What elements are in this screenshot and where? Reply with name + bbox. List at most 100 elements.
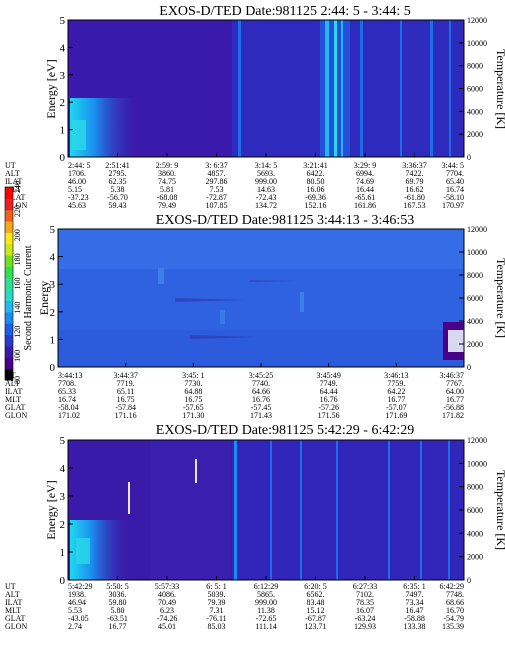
table-cell: 73.34: [406, 598, 424, 607]
table-cell: 3:44:13: [58, 371, 82, 380]
table-cell: 5039.: [208, 590, 226, 599]
table-cell: 107.85: [206, 201, 228, 210]
ytick-label: 1: [60, 547, 66, 559]
table-cell: 79.49: [158, 201, 176, 210]
table-cell: 6:35: 1: [403, 582, 425, 591]
ytick-label: 4: [60, 463, 66, 475]
ytick-right-label: 8000: [467, 271, 483, 280]
panel-2-ylabel-right: Temperature [K]: [494, 258, 505, 338]
table-cell: 79.39: [208, 598, 226, 607]
ytick-label: 1: [60, 125, 66, 137]
table-row-label: ALT: [5, 169, 20, 178]
ytick-right-label: 12000: [467, 436, 487, 445]
table-cell: 83.48: [307, 598, 325, 607]
ytick-label: 5: [60, 435, 66, 447]
color-bar-tick: 160: [13, 278, 22, 290]
table-cell: 3:14: 5: [255, 161, 277, 170]
panel-2-yticks: 0 1 2 3 4 5: [50, 224, 63, 374]
table-cell: 46.00: [68, 177, 86, 186]
table-cell: 74.75: [158, 177, 176, 186]
table-cell: -63.24: [355, 614, 376, 623]
panel-1-yticks-right: 0 2000 4000 6000 8000 10000 12000: [459, 16, 487, 162]
panel-3-plot: [67, 439, 465, 581]
table-cell: 5:57:33: [155, 582, 179, 591]
table-row-label: GLAT: [5, 193, 26, 202]
table-row-label: ILAT: [5, 598, 22, 607]
table-cell: 161.86: [354, 201, 376, 210]
ytick-right-label: 2000: [467, 130, 483, 139]
table-cell: 68.66: [446, 598, 464, 607]
table-cell: 5:50: 5: [106, 582, 128, 591]
panel-2-info-table: UT 3:44:13 3:44:37 3:45: 1 3:45:25 3:45:49 3:4…: [5, 363, 465, 420]
ytick-label: 3: [50, 279, 56, 291]
table-cell: 6562.: [307, 590, 325, 599]
table-cell: 16.75: [117, 395, 135, 404]
table-cell: 1938.: [68, 590, 86, 599]
table-cell: -72.43: [256, 193, 277, 202]
panel-2-plot: [57, 228, 465, 368]
table-cell: 16.47: [406, 606, 424, 615]
color-bar-cell: [5, 198, 13, 211]
table-cell: -43.05: [68, 614, 89, 623]
table-cell: 16.77: [446, 395, 464, 404]
panel-1-title: EXOS-D/TED Date:981125 2:44: 5 - 3:44: 5: [159, 4, 410, 19]
color-bar-cell: [5, 266, 13, 279]
table-cell: 5.53: [68, 606, 82, 615]
table-cell: 3:44: 5: [442, 161, 464, 170]
panel-3-ylabel: Energy [eV]: [44, 480, 58, 539]
table-cell: 16.77: [387, 395, 405, 404]
table-cell: 2:59: 9: [156, 161, 178, 170]
color-bar-tick: 80: [13, 376, 22, 384]
table-cell: 5.38: [111, 185, 125, 194]
table-cell: 134.72: [255, 201, 277, 210]
table-cell: 171.43: [250, 411, 272, 420]
panel-1-yticks: 0 1 2 3 4 5: [60, 15, 73, 164]
ytick-label: 2: [60, 519, 66, 531]
table-cell: 65.40: [446, 177, 464, 186]
color-bar-cell: [5, 243, 13, 256]
table-cell: 16.70: [446, 606, 464, 615]
table-row-label: MLT: [5, 395, 21, 404]
table-cell: 65.11: [117, 387, 135, 396]
table-cell: 2.74: [68, 622, 82, 631]
color-bar-cell: [5, 345, 13, 358]
ytick-label: 4: [60, 42, 66, 54]
table-cell: 1706.: [68, 169, 86, 178]
table-cell: 6:42:29: [440, 582, 464, 591]
color-bar-label: Second Harmonic Current: [23, 245, 34, 350]
color-bar-cell: [5, 357, 13, 370]
ytick-right-label: 12000: [467, 16, 487, 25]
table-cell: 129.93: [354, 622, 376, 631]
table-cell: 5:42:29: [68, 582, 92, 591]
table-cell: 2:44: 5: [68, 161, 90, 170]
table-cell: 7708.: [58, 379, 76, 388]
table-cell: 3:21:41: [303, 161, 327, 170]
table-cell: -68.08: [157, 193, 178, 202]
table-cell: 171.30: [182, 411, 204, 420]
color-bar-tick: 240: [13, 181, 22, 193]
ytick-label: 0: [60, 575, 66, 587]
table-cell: 6422.: [307, 169, 325, 178]
table-cell: 78.35: [356, 598, 374, 607]
ytick-right-label: 6000: [467, 506, 483, 515]
table-cell: 59.43: [109, 201, 127, 210]
table-cell: -65.61: [355, 193, 376, 202]
table-cell: 6: 5: 1: [206, 582, 226, 591]
table-cell: 7497.: [406, 590, 424, 599]
panel-3: EXOS-D/TED Date:981125 5:42:29 - 6:42:29: [5, 423, 505, 631]
table-cell: 5693.: [257, 169, 275, 178]
panel-3-yticks-right: 0 2000 4000 6000 8000 10000 12000: [459, 436, 487, 585]
table-cell: 6:20: 5: [304, 582, 326, 591]
table-cell: -57.45: [251, 403, 272, 412]
table-cell: 64.66: [252, 387, 270, 396]
table-cell: 69.79: [406, 177, 424, 186]
color-bar-tick: 200: [13, 229, 22, 241]
table-cell: -67.87: [305, 614, 326, 623]
table-cell: 3:45:25: [249, 371, 273, 380]
table-cell: 297.86: [206, 177, 228, 186]
table-cell: 170.97: [442, 201, 464, 210]
ytick-right-label: 12000: [467, 225, 487, 234]
ytick-label: 5: [50, 224, 56, 236]
ytick-label: 4: [50, 252, 56, 264]
